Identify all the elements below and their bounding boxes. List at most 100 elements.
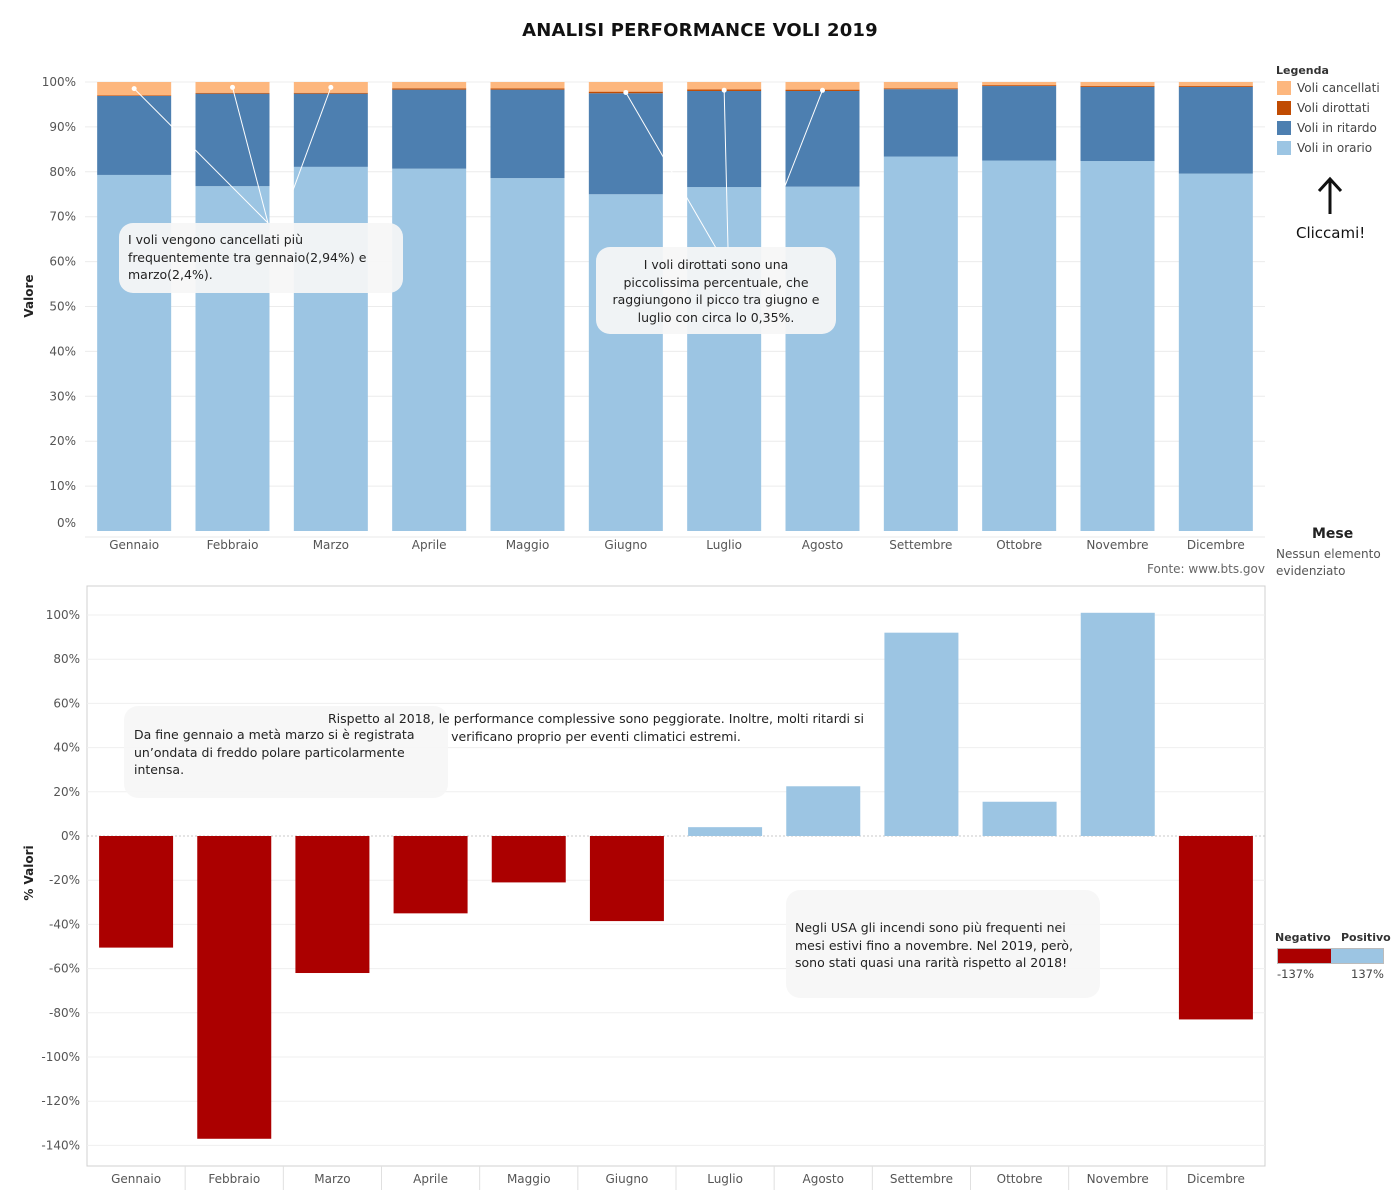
legend-swatch xyxy=(1277,121,1291,135)
annotation-leader-line xyxy=(232,87,269,224)
x-tick-label: Marzo xyxy=(313,538,349,552)
bar-ottobre xyxy=(982,801,1057,836)
y-tick-label: -60% xyxy=(49,962,80,976)
y-tick-label: 30% xyxy=(49,389,76,403)
annotation-marker xyxy=(328,84,334,90)
y-tick-label: -20% xyxy=(49,873,80,887)
bar-segment-voli-in-orario xyxy=(982,160,1057,531)
bar-segment-voli-dirottati xyxy=(293,92,368,94)
x-tick-label: Novembre xyxy=(1086,538,1148,552)
x-tick-label: Maggio xyxy=(506,538,550,552)
x-tick-label: Marzo xyxy=(314,1172,350,1186)
bar-segment-voli-dirottati xyxy=(392,88,467,90)
bar-segment-voli-in-ritardo xyxy=(588,93,663,195)
y-tick-label: 10% xyxy=(49,479,76,493)
annotation-freddo-polare: Da fine gennaio a metà marzo si è regist… xyxy=(124,706,448,798)
x-tick-label: Dicembre xyxy=(1187,1172,1245,1186)
bar-segment-voli-cancellati xyxy=(1080,82,1155,87)
y-tick-label: 80% xyxy=(49,165,76,179)
bar-segment-voli-in-orario xyxy=(1178,173,1253,531)
legend-swatch xyxy=(1277,141,1291,155)
y-tick-label: 90% xyxy=(49,120,76,134)
bar-gennaio xyxy=(99,836,174,948)
annotation-incendi: Negli USA gli incendi sono più frequenti… xyxy=(786,890,1100,998)
legend-swatch xyxy=(1277,101,1291,115)
color-ramp-positive xyxy=(1330,949,1383,963)
x-tick-label: Settembre xyxy=(889,538,952,552)
x-tick-label: Gennaio xyxy=(111,1172,161,1186)
bar-segment-voli-dirottati xyxy=(97,95,172,96)
y-tick-label: 40% xyxy=(53,741,80,755)
bar-segment-voli-in-ritardo xyxy=(392,89,467,169)
annotation-cancellati: I voli vengono cancellati più frequentem… xyxy=(119,223,403,293)
bar-marzo xyxy=(295,836,370,974)
bar-novembre xyxy=(1080,612,1155,836)
y-tick-label: -40% xyxy=(49,917,80,931)
bar-segment-voli-cancellati xyxy=(392,82,467,89)
bar-segment-voli-in-ritardo xyxy=(1080,86,1155,162)
bar-segment-voli-in-orario xyxy=(1080,161,1155,532)
x-tick-label: Ottobre xyxy=(997,1172,1043,1186)
x-tick-label: Gennaio xyxy=(109,538,159,552)
y-tick-label: 60% xyxy=(49,255,76,269)
legend-item-voli-in-ritardo[interactable]: Voli in ritardo xyxy=(1277,121,1377,135)
legend-label: Voli dirottati xyxy=(1297,101,1370,115)
bar-segment-voli-dirottati xyxy=(1080,86,1155,87)
y-tick-label: -80% xyxy=(49,1006,80,1020)
bar-aprile xyxy=(393,836,468,914)
bar-segment-voli-in-ritardo xyxy=(883,89,958,157)
annotation-marker xyxy=(820,87,825,93)
y-axis-label: % Valori xyxy=(22,845,36,900)
color-ramp-max-label: 137% xyxy=(1351,967,1384,981)
annotation-marker xyxy=(721,87,727,93)
annotation-leader-line xyxy=(133,88,269,224)
click-me-button[interactable]: Cliccami! xyxy=(1296,224,1366,242)
x-tick-label: Dicembre xyxy=(1187,538,1245,552)
annotation-marker xyxy=(230,84,235,90)
annotation-marker xyxy=(131,86,137,92)
y-tick-label: -140% xyxy=(41,1138,80,1152)
legend-item-voli-dirottati[interactable]: Voli dirottati xyxy=(1277,101,1370,115)
legend-label: Voli in ritardo xyxy=(1297,121,1377,135)
annotation-dirottati: I voli dirottati sono una piccolissima p… xyxy=(596,247,836,334)
y-tick-label: 0% xyxy=(57,516,76,530)
bar-segment-voli-cancellati xyxy=(490,82,565,89)
x-tick-label: Aprile xyxy=(413,1172,448,1186)
top-stacked-bar-chart: 0% 10% 20% 30% 40% 50% 60% 70% 80% 90% 100% Valore G… xyxy=(22,75,1265,552)
bar-segment-voli-dirottati xyxy=(195,92,270,94)
bar-dicembre xyxy=(1178,836,1253,1020)
annotation-leader-line xyxy=(625,92,717,249)
bar-segment-voli-in-ritardo xyxy=(1178,86,1253,174)
bar-settembre xyxy=(884,632,959,836)
y-tick-label: 20% xyxy=(53,785,80,799)
source-label: Fonte: www.bts.gov xyxy=(1147,562,1265,576)
x-tick-label: Ottobre xyxy=(996,538,1042,552)
y-axis-label: Valore xyxy=(22,274,36,317)
bar-agosto xyxy=(786,786,861,836)
x-tick-label: Febbraio xyxy=(207,538,259,552)
legend-swatch xyxy=(1277,81,1291,95)
legend-item-voli-in-orario[interactable]: Voli in orario xyxy=(1277,141,1372,155)
annotation-marker xyxy=(623,89,629,95)
bar-febbraio xyxy=(197,836,272,1139)
y-tick-label: 40% xyxy=(49,344,76,358)
bar-segment-voli-in-ritardo xyxy=(195,93,270,187)
y-tick-label: 100% xyxy=(42,75,76,89)
bar-segment-voli-in-orario xyxy=(392,168,467,532)
color-ramp-negative xyxy=(1278,949,1331,963)
y-tick-label: 20% xyxy=(49,434,76,448)
y-tick-label: 80% xyxy=(53,652,80,666)
x-tick-label: Giugno xyxy=(604,538,647,552)
legend-item-voli-cancellati[interactable]: Voli cancellati xyxy=(1277,81,1380,95)
arrow-up-icon[interactable] xyxy=(1315,176,1345,216)
bar-segment-voli-dirottati xyxy=(490,88,565,90)
annotation-leader-line xyxy=(784,90,823,187)
bar-segment-voli-cancellati xyxy=(785,82,860,90)
x-tick-label: Novembre xyxy=(1087,1172,1149,1186)
x-tick-label: Giugno xyxy=(606,1172,649,1186)
legend-title: Legenda xyxy=(1276,64,1329,77)
y-tick-label: 60% xyxy=(53,696,80,710)
legend-label: Voli in orario xyxy=(1297,141,1373,155)
negative-legend-label: Negativo xyxy=(1275,931,1331,944)
color-ramp-legend[interactable] xyxy=(1277,948,1384,964)
